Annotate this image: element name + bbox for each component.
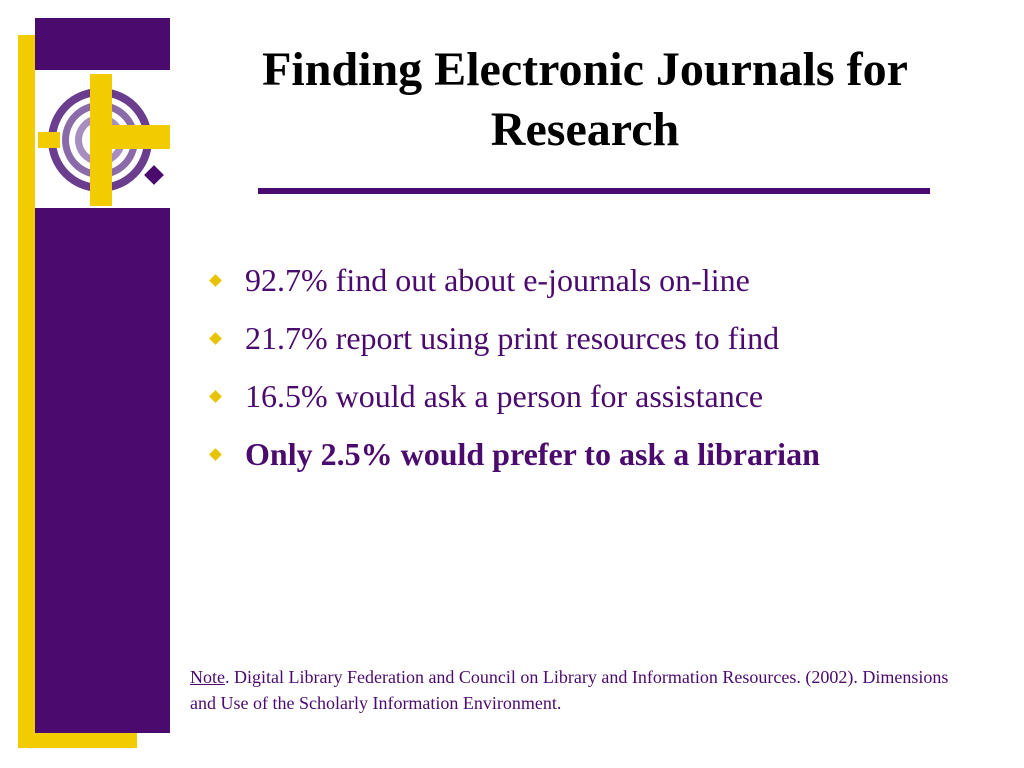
title-rule xyxy=(258,188,930,194)
bullet: Only 2.5% would prefer to ask a libraria… xyxy=(205,436,925,472)
note: Note. Digital Library Federation and Cou… xyxy=(190,664,970,716)
note-text: . Digital Library Federation and Council… xyxy=(190,667,949,713)
logo xyxy=(38,74,170,206)
bullet: 92.7% find out about e-journals on-line xyxy=(205,262,925,298)
bullet-list: 92.7% find out about e-journals on-line 2… xyxy=(205,262,925,494)
bullet: 21.7% report using print resources to fi… xyxy=(205,320,925,356)
bullet: 16.5% would ask a person for assistance xyxy=(205,378,925,414)
slide-title: Finding Electronic Journals for Research xyxy=(262,43,908,156)
note-label: Note xyxy=(190,667,225,687)
